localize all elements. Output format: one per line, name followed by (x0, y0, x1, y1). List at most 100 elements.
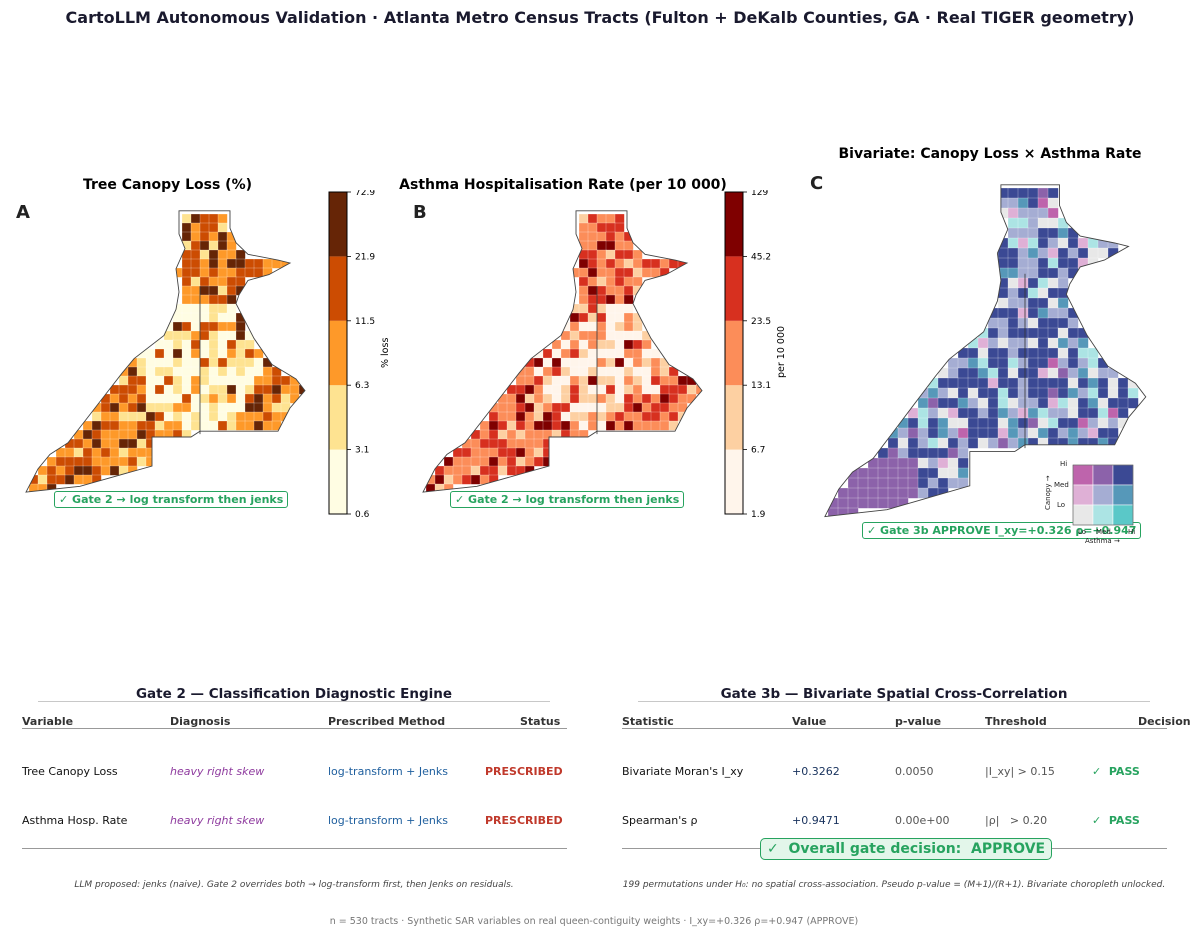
map-c-tract (1027, 197, 1039, 209)
map-c-tract (1107, 427, 1119, 439)
map-b-tract (569, 348, 580, 359)
map-a-tract (109, 456, 120, 467)
map-a-tract (226, 366, 237, 377)
map-a-tract (253, 375, 264, 386)
map-c-tract (1007, 327, 1019, 339)
map-b-tract (605, 267, 616, 278)
map-b-tract (605, 411, 616, 422)
map-c-tract (1097, 367, 1109, 379)
map-a-tract (190, 420, 201, 431)
map-c-tract (1047, 347, 1059, 359)
map-b-tract (542, 420, 553, 431)
map-a-tract (271, 402, 282, 413)
map-a-tract (199, 339, 210, 350)
map-a-tract (262, 384, 273, 395)
map-c-tract (1067, 407, 1079, 419)
map-b-tract (551, 366, 562, 377)
map-b-tract (632, 339, 643, 350)
map-a-tract (217, 330, 228, 341)
map-c-tract (977, 367, 989, 379)
map-b-colorbar-label: per 10 000 (776, 325, 787, 378)
map-a-tract (64, 456, 75, 467)
map-c-tract (997, 317, 1009, 329)
map-c-tract (917, 427, 929, 439)
map-b-tract (605, 222, 616, 233)
map-a-title: Tree Canopy Loss (%) (82, 177, 252, 193)
map-c-tract (1027, 317, 1039, 329)
map-a-tract (217, 357, 228, 368)
map-c-tract (1007, 237, 1019, 249)
map-a-tract (226, 294, 237, 305)
map-c-tract (937, 437, 949, 449)
map-a-colorbar-class-2 (329, 320, 347, 386)
map-a-tract (172, 357, 183, 368)
map-c-tract (1027, 287, 1039, 299)
map-a-tract (226, 276, 237, 287)
map-c-tract (1077, 387, 1089, 399)
map-a-tract (208, 240, 219, 251)
map-a-tract (190, 384, 201, 395)
map-b-tract (605, 276, 616, 287)
map-a-tract (199, 285, 210, 296)
map-a-tract (73, 465, 84, 476)
map-a-tract (181, 303, 192, 314)
map-a-colorbar-tick-label: 21.9 (355, 252, 375, 262)
map-c-tract (897, 437, 909, 449)
map-a-tract (172, 321, 183, 332)
map-c-tract (937, 427, 949, 439)
map-c-tract (1087, 417, 1099, 429)
map-a-tract (253, 258, 264, 269)
map-b-tract (677, 402, 688, 413)
map-a-tract (190, 339, 201, 350)
map-a-tract (73, 456, 84, 467)
map-b-tract (470, 447, 481, 458)
map-c-tract (877, 467, 889, 479)
map-c-tract (1047, 307, 1059, 319)
map-a-tract (64, 465, 75, 476)
map-c-tract (927, 447, 939, 459)
map-b-tract (578, 231, 589, 242)
map-a-tract (91, 429, 102, 440)
map-b-tract (614, 339, 625, 350)
map-c-tract (1017, 417, 1029, 429)
map-c-tract (1037, 347, 1049, 359)
map-c-tract (1057, 387, 1069, 399)
map-c-tract (867, 497, 879, 509)
map-c-tract (927, 467, 939, 479)
map-c-tract (1037, 267, 1049, 279)
gate3b-title-rule (638, 701, 1150, 702)
map-b-tract (497, 465, 508, 476)
map-a-tract (244, 411, 255, 422)
map-b-tract (605, 258, 616, 269)
map-c-tract (1067, 317, 1079, 329)
gate2-title-rule (38, 701, 550, 702)
map-c-tract (1047, 237, 1059, 249)
map-c-tract (987, 357, 999, 369)
map-b-tract (515, 447, 526, 458)
map-c-tract (1117, 417, 1129, 429)
map-a-tract (118, 447, 129, 458)
map-c-tract (917, 467, 929, 479)
legend-y-lo: Lo (1057, 501, 1066, 509)
map-b-tract (587, 366, 598, 377)
map-a-tract (226, 402, 237, 413)
map-b-tract (479, 456, 490, 467)
map-b-tract (668, 393, 679, 404)
map-c-tract (1097, 417, 1109, 429)
map-a-tract (91, 402, 102, 413)
map-a-tract (190, 231, 201, 242)
map-a-tract (253, 402, 264, 413)
map-b-tract (596, 267, 607, 278)
map-a-tract (181, 402, 192, 413)
map-c-tract (1057, 427, 1069, 439)
map-b-tract (551, 411, 562, 422)
map-b-tract (434, 483, 445, 493)
map-b-tract (641, 357, 652, 368)
map-a-tract (163, 411, 174, 422)
map-a-tract (145, 366, 156, 377)
map-c-tract (1117, 397, 1129, 409)
map-b-tract (677, 393, 688, 404)
map-b-tract (569, 402, 580, 413)
map-c-tract (1077, 337, 1089, 349)
map-a-tract (199, 240, 210, 251)
